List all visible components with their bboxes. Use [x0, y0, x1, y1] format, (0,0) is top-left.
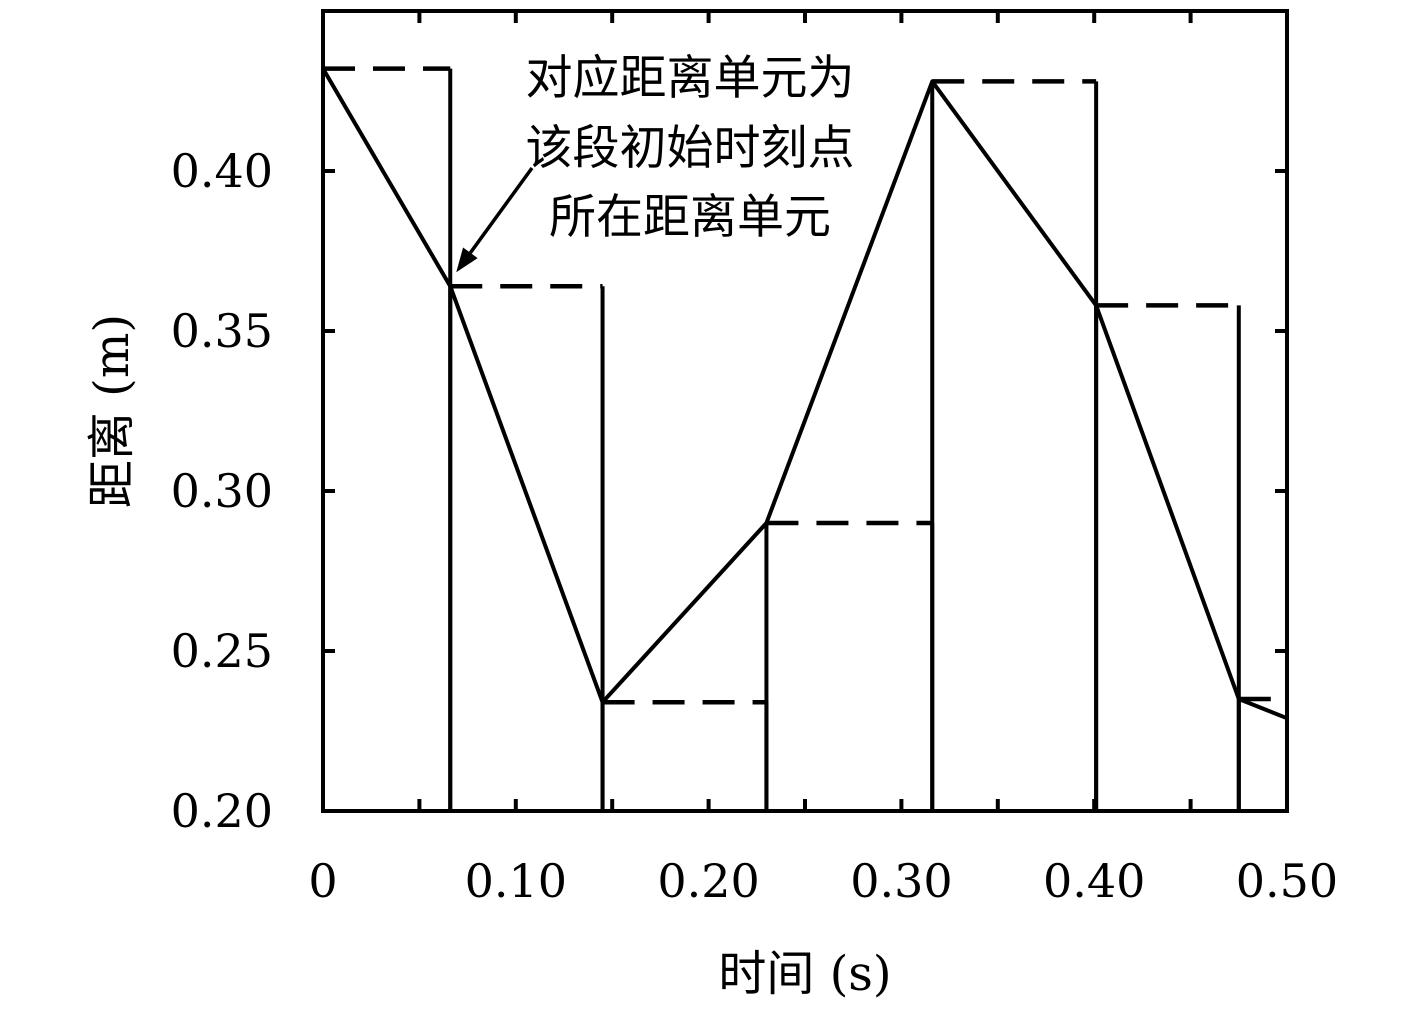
annotation: 对应距离单元为 该段初始时刻点 所在距离单元: [456, 51, 855, 273]
x-tick-label-4: 0.40: [1043, 854, 1145, 908]
x-tick-label-2: 0.20: [657, 854, 759, 908]
y-tick-label-2: 0.30: [171, 464, 273, 518]
y-axis-title: 距离 (m): [84, 314, 140, 508]
y-tick-label-3: 0.35: [171, 304, 273, 358]
x-tick-labels: 0 0.10 0.20 0.30 0.40 0.50: [308, 854, 1338, 908]
plot-frame: [321, 9, 1289, 813]
range-cell-dashed-lines: [323, 66, 1287, 811]
annotation-arrow-head: [456, 247, 478, 273]
y-tick-label-4: 0.40: [171, 144, 273, 198]
x-tick-label-1: 0.10: [465, 854, 567, 908]
annotation-line-2: 该段初始时刻点: [526, 121, 855, 176]
x-tick-label-3: 0.30: [850, 854, 952, 908]
y-tick-labels: 0.20 0.25 0.30 0.35 0.40: [171, 144, 273, 838]
x-axis-title: 时间 (s): [718, 946, 891, 1002]
y-tick-label-0: 0.20: [171, 784, 273, 838]
annotation-arrow-line: [468, 166, 534, 254]
annotation-line-1: 对应距离单元为: [526, 51, 855, 106]
distance-series-line: [321, 67, 1288, 721]
x-tick-label-0: 0: [308, 854, 337, 908]
y-tick-label-1: 0.25: [171, 624, 273, 678]
x-tick-label-5: 0.50: [1236, 854, 1338, 908]
annotation-line-3: 所在距离单元: [549, 190, 831, 245]
